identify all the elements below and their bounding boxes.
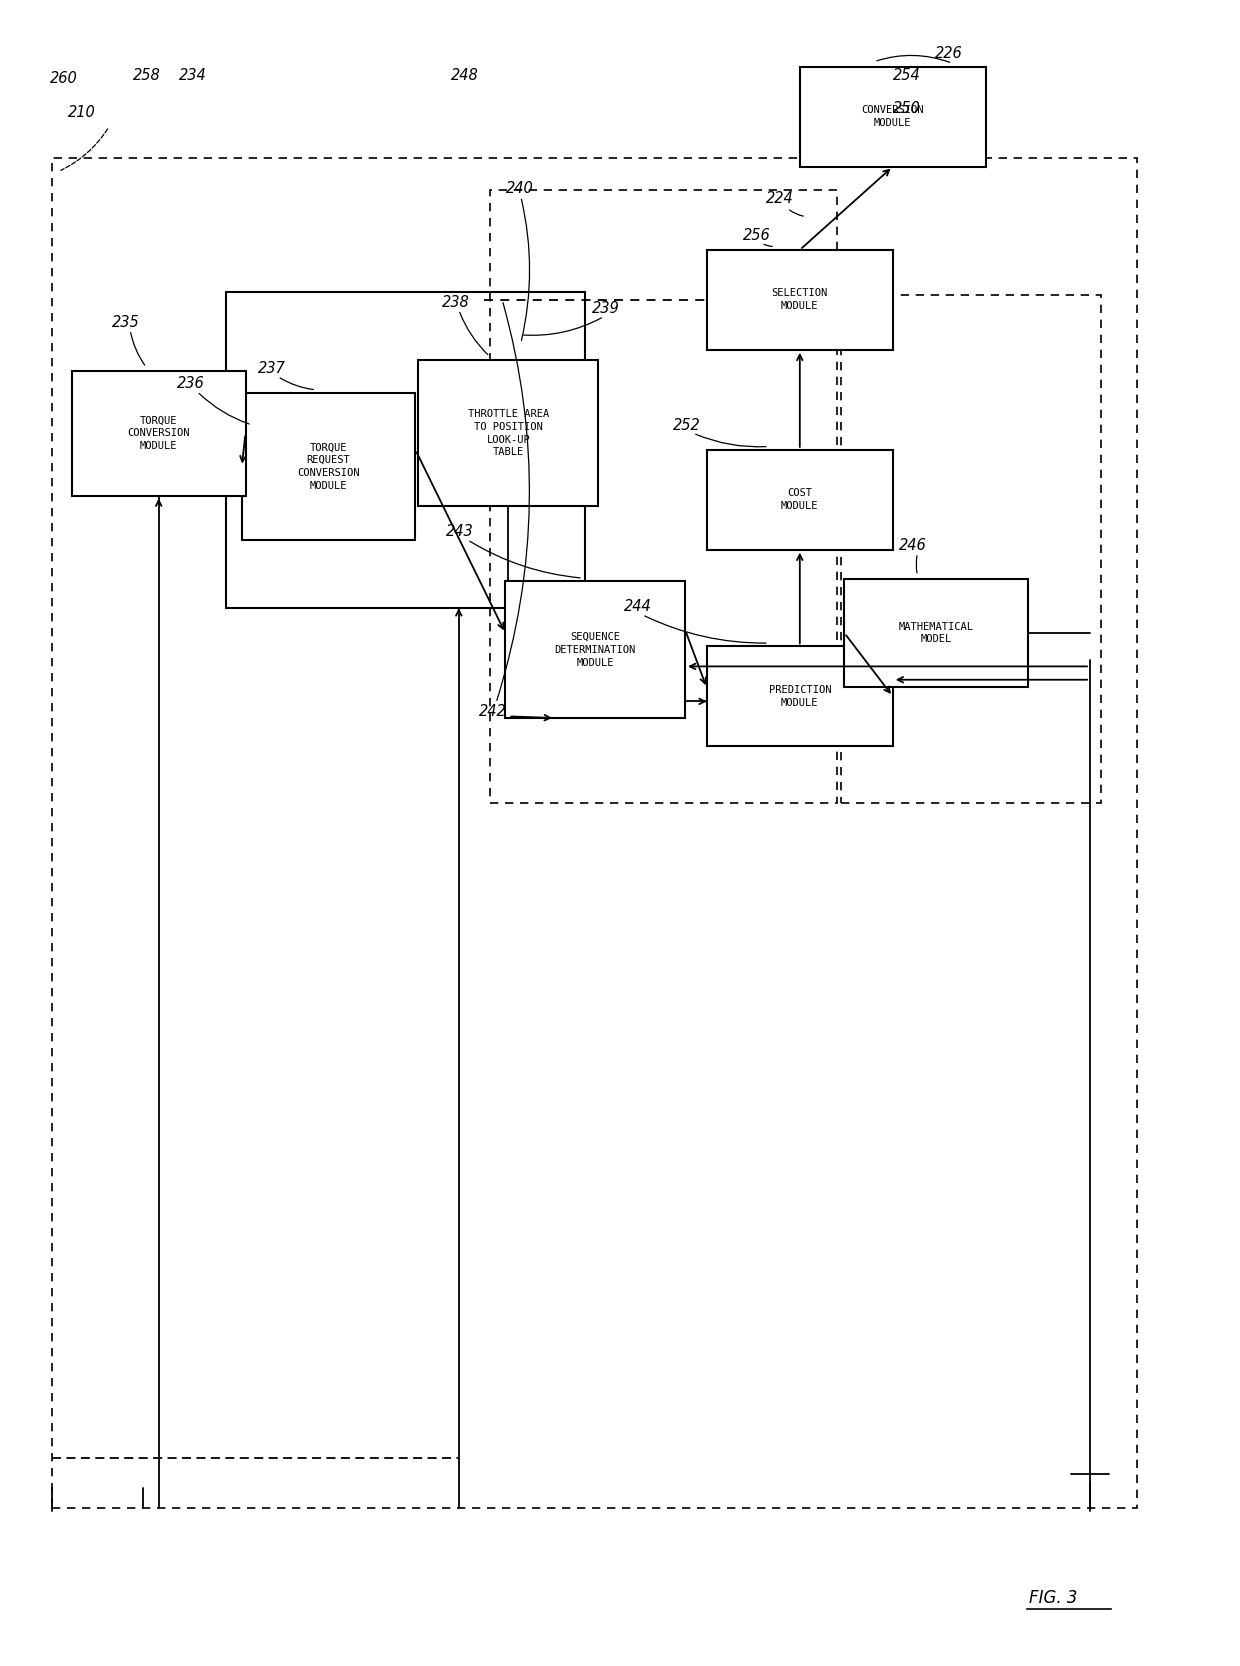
Text: 252: 252 <box>673 418 701 433</box>
Bar <box>490 190 837 803</box>
Text: 246: 246 <box>899 538 926 553</box>
Bar <box>242 393 415 540</box>
Bar <box>844 578 1028 686</box>
Bar <box>506 581 684 718</box>
Text: FIG. 3: FIG. 3 <box>1029 1589 1078 1606</box>
Text: 210: 210 <box>68 105 95 120</box>
Text: 244: 244 <box>624 600 651 615</box>
Text: 236: 236 <box>177 377 205 392</box>
Text: 243: 243 <box>446 525 474 540</box>
Text: CONVERSION
MODULE: CONVERSION MODULE <box>862 105 924 128</box>
Text: THROTTLE AREA
TO POSITION
LOOK-UP
TABLE: THROTTLE AREA TO POSITION LOOK-UP TABLE <box>467 408 549 458</box>
Text: 224: 224 <box>766 192 794 207</box>
Text: COST
MODULE: COST MODULE <box>781 488 818 511</box>
Bar <box>226 292 585 608</box>
Text: 240: 240 <box>506 182 533 197</box>
Text: PREDICTION
MODULE: PREDICTION MODULE <box>769 685 831 708</box>
Text: SEQUENCE
DETERMINATION
MODULE: SEQUENCE DETERMINATION MODULE <box>554 631 636 668</box>
Text: 234: 234 <box>179 68 206 83</box>
Bar <box>52 158 1137 1508</box>
Bar <box>800 67 986 167</box>
Bar <box>707 450 893 550</box>
Bar <box>707 646 893 746</box>
Text: TORQUE
REQUEST
CONVERSION
MODULE: TORQUE REQUEST CONVERSION MODULE <box>298 441 360 491</box>
Text: 258: 258 <box>133 68 160 83</box>
Bar <box>841 295 1101 803</box>
Text: 254: 254 <box>893 68 920 83</box>
Text: 248: 248 <box>451 68 479 83</box>
Bar <box>707 250 893 350</box>
Text: 250: 250 <box>893 102 920 117</box>
Text: 239: 239 <box>591 302 619 317</box>
Text: 238: 238 <box>441 295 469 310</box>
Text: TORQUE
CONVERSION
MODULE: TORQUE CONVERSION MODULE <box>128 415 190 451</box>
Bar <box>418 360 598 506</box>
Text: 237: 237 <box>258 362 285 377</box>
Text: SELECTION
MODULE: SELECTION MODULE <box>771 288 828 312</box>
Text: 242: 242 <box>479 705 506 720</box>
Text: 226: 226 <box>935 47 962 62</box>
Text: 260: 260 <box>50 72 77 87</box>
Text: MATHEMATICAL
MODEL: MATHEMATICAL MODEL <box>899 621 973 645</box>
Text: 235: 235 <box>112 315 139 330</box>
Text: 256: 256 <box>743 228 770 243</box>
Bar <box>72 372 246 496</box>
